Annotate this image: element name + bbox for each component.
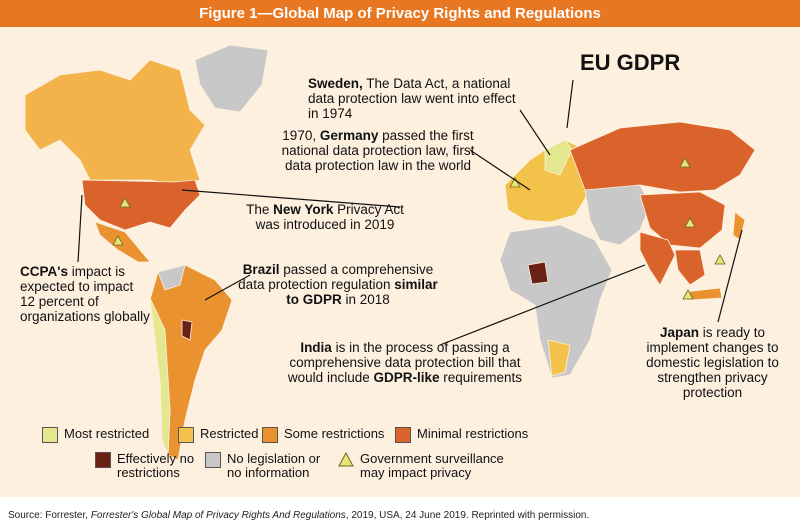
legend-swatch [95, 452, 111, 468]
legend-label: No legislation or no information [227, 451, 321, 480]
legend-swatch [205, 452, 221, 468]
eu-label: EU GDPR [580, 50, 681, 75]
text-run: New York [273, 202, 334, 217]
annotation: Brazil passed a comprehensive data prote… [238, 262, 438, 307]
annotation: The New York Privacy Act was introduced … [240, 202, 410, 232]
text-run: Brazil [242, 262, 280, 277]
legend-item: Government surveillance may impact priva… [338, 452, 518, 480]
annotation: Sweden, The Data Act, a national data pr… [308, 76, 528, 121]
annotation: Japan is ready to implement changes to d… [640, 325, 785, 400]
legend-item: Effectively no restrictions [95, 452, 195, 480]
text-run: 1970, [282, 128, 320, 143]
legend-swatch [42, 427, 58, 443]
annotation: India is in the process of passing a com… [280, 340, 530, 385]
legend-item: Most restricted [42, 427, 149, 443]
text-run: requirements [439, 370, 523, 385]
text-run: in 2018 [341, 292, 390, 307]
legend-swatch [178, 427, 194, 443]
text-run: is ready to implement changes to domesti… [646, 325, 779, 400]
text-run: Germany [319, 128, 379, 143]
text-run: The [246, 202, 274, 217]
text-run: CCPA's [20, 264, 68, 279]
world-map [24, 44, 756, 461]
annotation: CCPA's impact is expected to impact 12 p… [20, 264, 150, 324]
annotation: 1970, Germany passed the first national … [278, 128, 478, 173]
title: Figure 1—Global Map of Privacy Rights an… [0, 0, 800, 27]
text-run: Sweden, [308, 76, 363, 91]
legend-item: Minimal restrictions [395, 427, 528, 443]
text-run: passed a comprehensive data protection r… [238, 262, 434, 292]
text-run: Japan [659, 325, 699, 340]
text-run: impact is expected to impact 12 percent … [20, 264, 150, 324]
legend-label: Minimal restrictions [417, 426, 529, 441]
legend-swatch [395, 427, 411, 443]
legend-label: Most restricted [64, 426, 150, 441]
legend-triangle [338, 452, 354, 467]
text-run: , 2019, USA, 24 June 2019. Reprinted wit… [345, 510, 590, 521]
text-run: passed the first national data protectio… [281, 128, 475, 173]
text-run: is in the process of passing a comprehen… [287, 340, 521, 385]
legend-swatch [262, 427, 278, 443]
legend-item: Restricted [178, 427, 259, 443]
legend-item: Some restrictions [262, 427, 384, 443]
legend-label: Some restrictions [284, 426, 385, 441]
text-run: Source: Forrester, [8, 510, 91, 521]
text-run: Privacy Act was introduced in 2019 [255, 202, 404, 232]
legend-label: Restricted [200, 426, 259, 441]
legend-item: No legislation or no information [205, 452, 330, 480]
text-run: Forrester's Global Map of Privacy Rights… [90, 510, 346, 521]
text-run: India [300, 340, 332, 355]
text-run: similar to GDPR [286, 277, 438, 307]
legend-label: Effectively no restrictions [117, 451, 195, 480]
source: Source: Forrester, Forrester's Global Ma… [8, 510, 589, 521]
text-run: The Data Act, a national data protection… [308, 76, 516, 121]
text-run: GDPR-like [373, 370, 440, 385]
legend-label: Government surveillance may impact priva… [360, 451, 504, 480]
